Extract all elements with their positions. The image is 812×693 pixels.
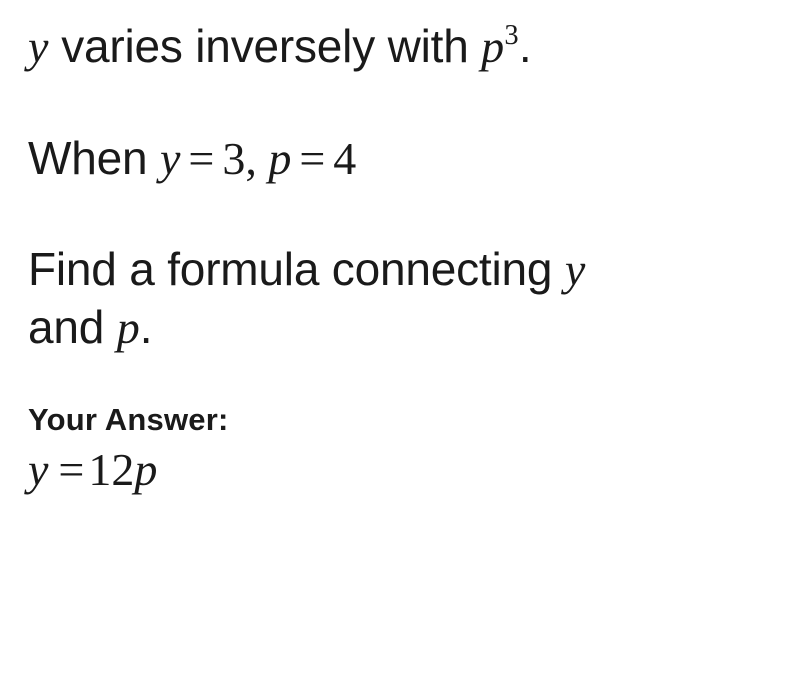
instruction-text-b: and (28, 301, 117, 353)
equals-2: = (291, 133, 333, 184)
var-p: p (268, 133, 291, 184)
var-y: y (565, 244, 585, 295)
statement-text: varies inversely with (49, 20, 482, 72)
period: . (140, 301, 153, 353)
val-3: 3 (222, 133, 245, 184)
equals-1: = (180, 133, 222, 184)
ans-equals: = (48, 444, 88, 495)
ans-p: p (134, 444, 157, 495)
var-y: y (28, 21, 49, 72)
answer-expression: y=12p (28, 442, 790, 497)
instruction-block: Find a formula connecting y and p. (28, 241, 790, 356)
when-text: When (28, 132, 160, 184)
answer-label: Your Answer: (28, 400, 790, 440)
var-p: p (117, 302, 140, 353)
ans-y: y (28, 444, 48, 495)
period: . (519, 20, 532, 72)
var-y: y (160, 133, 180, 184)
var-p: p (481, 21, 504, 72)
comma: , (245, 133, 268, 184)
statement-line: y varies inversely with p3. (28, 18, 790, 76)
exponent-3: 3 (504, 20, 518, 51)
question-page: y varies inversely with p3. When y=3, p=… (0, 0, 812, 497)
instruction-line-1: Find a formula connecting y (28, 241, 790, 299)
instruction-text-a: Find a formula connecting (28, 243, 565, 295)
instruction-line-2: and p. (28, 299, 790, 357)
ans-12: 12 (88, 444, 134, 495)
condition-line: When y=3, p=4 (28, 130, 790, 188)
val-4: 4 (333, 133, 356, 184)
